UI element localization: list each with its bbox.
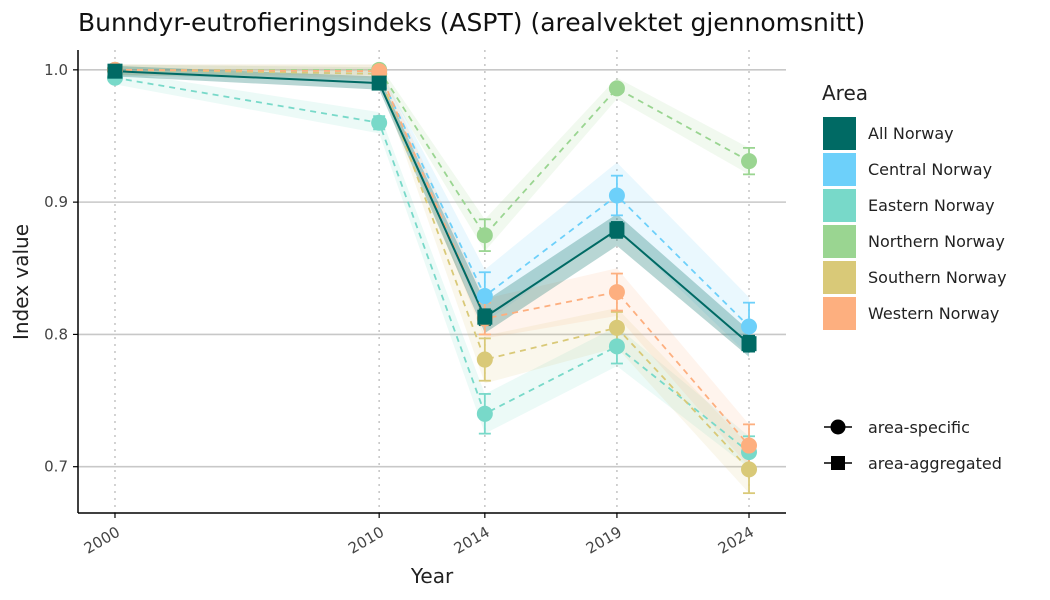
eastern-norway-legend-label: Eastern Norway: [868, 196, 995, 215]
southern-norway-point: [741, 461, 758, 478]
northern-norway-point: [608, 80, 625, 97]
y-axis-title: Index value: [9, 224, 33, 340]
all-norway-point: [609, 222, 625, 238]
y-tick-label: 0.8: [44, 325, 68, 343]
legend-title: Area: [822, 81, 868, 105]
western-norway-point: [371, 63, 388, 80]
chart-title: Bunndyr-eutrofieringsindeks (ASPT) (area…: [78, 8, 865, 37]
southern-norway-legend-label: Southern Norway: [868, 268, 1007, 287]
x-tick-label: 2024: [715, 523, 757, 558]
all-norway-band: [114, 65, 750, 357]
data-markers: [106, 61, 758, 478]
x-ticks: 2000 2010 2014 2019 2024: [81, 513, 757, 558]
eastern-norway-band: [114, 71, 750, 469]
x-axis-title: Year: [410, 564, 454, 588]
shape-legend: area-specific area-aggregated: [824, 418, 1002, 473]
all-norway-legend-label: All Norway: [868, 124, 954, 143]
western-norway-point: [741, 437, 758, 454]
central-norway-legend-label: Central Norway: [868, 160, 992, 179]
eastern-norway-point: [476, 405, 493, 422]
southern-norway-point: [608, 319, 625, 336]
legend: Area All Norway Central Norway Eastern Nor…: [822, 81, 1007, 330]
square-legend-label: area-aggregated: [868, 454, 1002, 473]
confidence-bands: [114, 64, 750, 494]
x-tick-label: 2000: [81, 523, 123, 558]
square-legend-key: [824, 456, 852, 470]
northern-norway-point: [741, 153, 758, 170]
eastern-norway-point: [608, 338, 625, 355]
western-norway-legend-label: Western Norway: [868, 304, 999, 323]
eastern-norway-point: [371, 114, 388, 131]
northern-norway-legend-swatch: [823, 225, 856, 258]
y-tick-label: 1.0: [44, 61, 68, 79]
eastern-norway-legend-swatch: [823, 189, 856, 222]
southern-norway-line: [114, 68, 750, 470]
southern-norway-legend-swatch: [823, 261, 856, 294]
central-norway-point: [476, 288, 493, 305]
central-norway-point: [741, 318, 758, 335]
central-norway-legend-swatch: [823, 153, 856, 186]
all-norway-point: [371, 75, 387, 91]
axes: [77, 50, 786, 514]
x-tick-label: 2014: [451, 523, 493, 558]
western-norway-point: [608, 284, 625, 301]
central-norway-point: [608, 187, 625, 204]
all-norway-legend-swatch: [823, 117, 856, 150]
western-norway-legend-swatch: [823, 297, 856, 330]
circle-legend-key: [824, 419, 852, 435]
y-tick-label: 0.9: [44, 193, 68, 211]
circle-legend-label: area-specific: [868, 418, 970, 437]
southern-norway-point: [476, 351, 493, 368]
y-tick-label: 0.7: [44, 458, 68, 476]
northern-norway-legend-label: Northern Norway: [868, 232, 1005, 251]
central-norway-band: [114, 64, 750, 356]
all-norway-point: [477, 309, 493, 325]
all-norway-point: [107, 63, 123, 79]
y-ticks: 0.7 0.8 0.9 1.0: [44, 61, 78, 476]
northern-norway-point: [476, 227, 493, 244]
x-tick-label: 2019: [583, 523, 625, 558]
all-norway-point: [741, 336, 757, 352]
x-tick-label: 2010: [345, 523, 387, 558]
northern-norway-band: [114, 64, 750, 252]
